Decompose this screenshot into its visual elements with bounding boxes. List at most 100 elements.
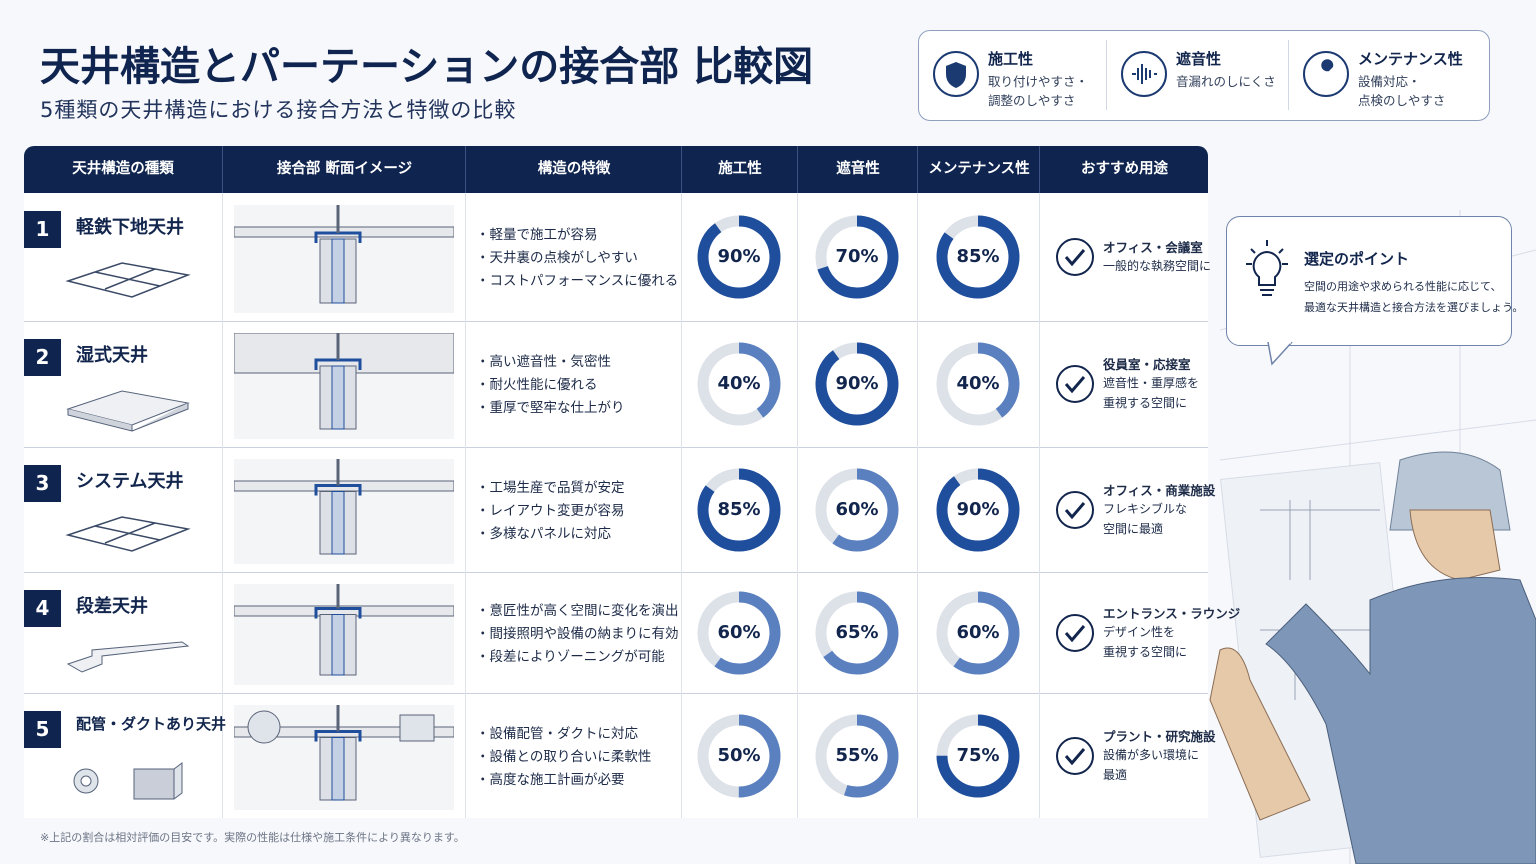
column-divider	[917, 447, 918, 572]
shape	[331, 365, 345, 430]
check-icon	[1056, 613, 1094, 652]
donut-arc	[697, 714, 781, 797]
shape	[1209, 647, 1311, 821]
column-divider	[465, 693, 466, 818]
donut	[815, 342, 899, 426]
use-desc: 最適	[1103, 767, 1128, 782]
donut-label: 50%	[717, 744, 761, 766]
donut	[697, 215, 781, 299]
shape	[66, 641, 190, 673]
donut-arc	[936, 714, 1020, 797]
use-desc: 重視する空間に	[1103, 644, 1188, 659]
feature-text: ・設備配管・ダクトに対応	[476, 725, 638, 742]
row-divider	[24, 572, 1208, 573]
column-divider	[1039, 572, 1040, 693]
column-divider	[465, 321, 466, 447]
use-desc: 重視する空間に	[1103, 396, 1188, 410]
use-title: 役員室・応接室	[1103, 357, 1191, 372]
column-divider	[222, 572, 223, 693]
shape	[1064, 249, 1086, 267]
shape	[1064, 376, 1086, 394]
feature-text: ・意匠性が高く空間に変化を演出	[476, 602, 679, 619]
cross-section	[234, 459, 454, 564]
feature-text: ・軽量で施工が容易	[476, 227, 598, 243]
row-number: 4	[24, 590, 61, 627]
use-desc: 一般的な執務空間に	[1103, 259, 1212, 273]
donut-arc	[815, 215, 899, 299]
point-tail	[1267, 342, 1293, 366]
donut-label: 60%	[956, 621, 1000, 643]
column-divider	[1039, 447, 1040, 572]
legend-icon	[933, 51, 979, 97]
shape	[1056, 238, 1094, 276]
footnote: ※上記の割合は相対評価の目安です。実際の性能は仕様や施工条件により異なります。	[40, 831, 465, 844]
donut	[697, 714, 781, 797]
use-title: オフィス・商業施設	[1103, 482, 1216, 498]
donut-label: 90%	[717, 246, 761, 267]
shape	[1056, 613, 1094, 652]
donut-arc	[697, 342, 781, 426]
column-divider	[681, 693, 682, 818]
donut	[936, 591, 1020, 674]
legend-desc: 点検のしやすさ	[1358, 93, 1446, 108]
cross-section	[234, 584, 454, 685]
shape	[1056, 365, 1094, 403]
shape	[80, 775, 92, 787]
check-icon	[1056, 238, 1094, 276]
donut	[697, 342, 781, 426]
donut-arc	[936, 215, 1020, 299]
donut-label: 90%	[835, 373, 879, 394]
type-icon	[66, 641, 190, 673]
donut	[936, 342, 1020, 426]
point-title: 選定のポイント	[1304, 250, 1410, 268]
point-text: 空間の用途や求められる性能に応じて、	[1304, 280, 1502, 293]
shape	[1265, 577, 1536, 864]
bulb-icon	[1246, 240, 1288, 296]
donut	[815, 468, 899, 551]
feature-text: ・間接照明や設備の納まりに有効	[476, 625, 679, 642]
donut-label: 55%	[835, 744, 879, 766]
shape	[331, 737, 345, 801]
legend-icon	[1303, 51, 1349, 97]
shape	[1303, 51, 1349, 97]
shape	[133, 768, 175, 800]
column-header: おすすめ用途	[1039, 146, 1209, 193]
feature-text: ・コストパフォーマンスに優れる	[476, 273, 679, 289]
donut-label: 60%	[835, 498, 879, 520]
shape	[65, 262, 191, 298]
column-divider	[1039, 193, 1040, 321]
column-divider	[222, 193, 223, 321]
column-divider	[681, 321, 682, 447]
donut-label: 85%	[956, 246, 1000, 267]
type-icon	[73, 762, 183, 800]
column-divider	[917, 693, 918, 818]
feature-text: ・重厚で堅牢な仕上がり	[476, 400, 625, 416]
feature-text: ・設備との取り合いに柔軟性	[476, 748, 652, 765]
legend-title: メンテナンス性	[1358, 50, 1463, 68]
row-divider	[24, 321, 1208, 322]
column-divider	[797, 693, 798, 818]
column-header: メンテナンス性	[917, 146, 1040, 193]
feature-text: ・多様なパネルに対応	[476, 525, 611, 542]
column-divider	[681, 572, 682, 693]
row-number: 1	[24, 211, 61, 248]
shape	[1267, 342, 1293, 366]
subtitle: 5種類の天井構造における接合方法と特徴の比較	[40, 98, 517, 122]
use-title: エントランス・ラウンジ	[1103, 605, 1241, 621]
cross-section	[234, 205, 454, 313]
shape	[946, 62, 966, 88]
column-header: 構造の特徴	[465, 146, 682, 193]
shape	[1132, 64, 1157, 84]
use-desc: デザイン性を	[1103, 624, 1176, 639]
row-number: 2	[24, 339, 61, 376]
shape	[331, 491, 345, 555]
column-divider	[465, 193, 466, 321]
shape	[1056, 736, 1094, 775]
row-name: 湿式天井	[76, 345, 148, 366]
donut-label: 70%	[835, 246, 879, 267]
shape	[65, 516, 191, 552]
type-icon	[65, 516, 191, 552]
shape	[67, 403, 189, 432]
row-name: システム天井	[76, 471, 184, 492]
